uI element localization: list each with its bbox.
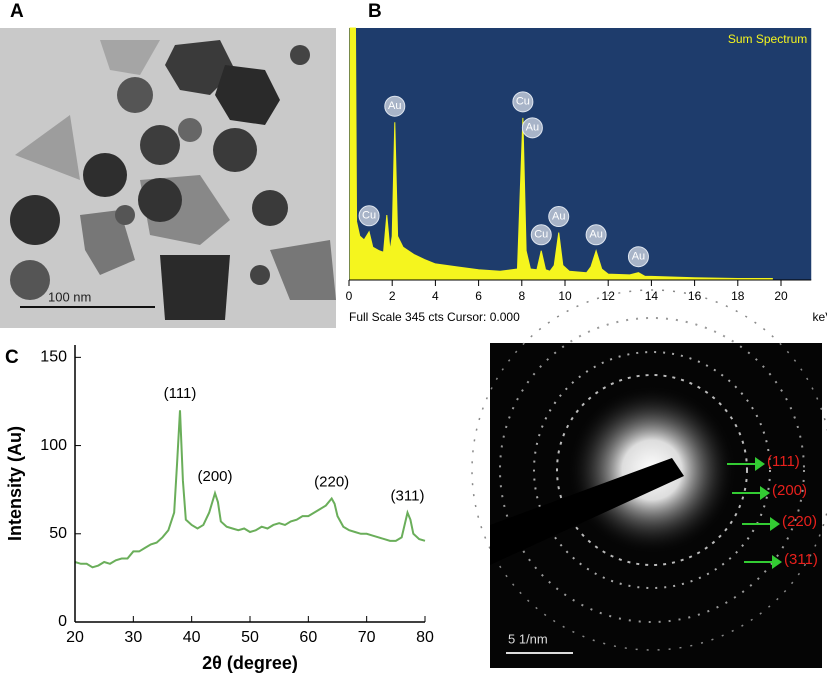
ring-arrowhead — [770, 517, 780, 531]
tem-image — [0, 28, 336, 328]
peak-badge — [384, 95, 406, 117]
peak-label: Au — [589, 229, 602, 241]
peak-label: (220) — [314, 473, 349, 490]
x-tick-label: 20 — [774, 289, 788, 303]
y-tick-label: 50 — [49, 525, 67, 542]
panel-label: C — [5, 347, 19, 368]
x-axis-label: 2θ (degree) — [202, 653, 298, 673]
x-tick-label: 4 — [432, 289, 439, 303]
ring-arrowhead — [755, 457, 765, 471]
ring-label: (200) — [772, 482, 807, 499]
y-tick-label: 0 — [58, 613, 67, 630]
saed-image — [471, 289, 827, 668]
peak-badge — [521, 117, 543, 139]
peak-label: Au — [388, 100, 401, 112]
peak-label: (200) — [197, 468, 232, 485]
ring-label: (220) — [782, 513, 817, 530]
chart-title: Sum Spectrum — [728, 32, 807, 46]
xrd-line — [74, 410, 426, 569]
peak-badge — [358, 205, 380, 227]
plot-background — [349, 28, 812, 280]
y-axis-label: Intensity (Au) — [5, 426, 25, 541]
ring-label: (111) — [767, 453, 800, 470]
x-tick-label: 14 — [645, 289, 659, 303]
x-tick-label: 70 — [358, 629, 376, 646]
x-tick-label: 16 — [688, 289, 702, 303]
x-tick-label: 20 — [66, 629, 84, 646]
peak-label: (111) — [164, 385, 197, 402]
peak-badge — [512, 91, 534, 113]
x-tick-label: 30 — [124, 629, 142, 646]
scale-bar-label: 100 nm — [48, 289, 91, 304]
x-tick-label: 12 — [602, 289, 616, 303]
peak-label: Cu — [516, 96, 530, 108]
x-tick-label: 6 — [475, 289, 482, 303]
ring-arrowhead — [772, 555, 782, 569]
x-tick-label: 60 — [299, 629, 317, 646]
peak-label: Au — [526, 122, 539, 134]
peak-badge — [627, 246, 649, 268]
footer: Full Scale 345 cts Cursor: 0.000 — [349, 310, 520, 324]
y-tick-label: 100 — [40, 437, 67, 454]
x-tick-label: 10 — [558, 289, 572, 303]
peak-badge — [530, 224, 552, 246]
y-tick-label: 150 — [40, 349, 67, 366]
x-tick-label: 50 — [241, 629, 259, 646]
x-tick-label: 80 — [416, 629, 434, 646]
x-tick-label: 18 — [731, 289, 745, 303]
peak-label: (311) — [391, 488, 425, 505]
peak-label: Au — [552, 210, 565, 222]
x-tick-label: 8 — [518, 289, 525, 303]
panel-label: A — [10, 1, 24, 22]
x-tick-label: 40 — [183, 629, 201, 646]
peak-badge — [548, 206, 570, 228]
panel-label: B — [368, 1, 382, 22]
x-tick-label: 2 — [389, 289, 396, 303]
peak-label: Cu — [362, 210, 376, 222]
scale-bar-label: 5 1/nm — [508, 631, 548, 646]
ring-arrowhead — [760, 486, 770, 500]
spectrum — [349, 27, 773, 281]
peak-badge — [585, 224, 607, 246]
peak-label: Cu — [534, 229, 548, 241]
x-unit: keV — [813, 310, 827, 324]
ring-label: (311) — [784, 551, 818, 568]
x-tick-label: 0 — [346, 289, 353, 303]
peak-label: Au — [632, 251, 645, 263]
